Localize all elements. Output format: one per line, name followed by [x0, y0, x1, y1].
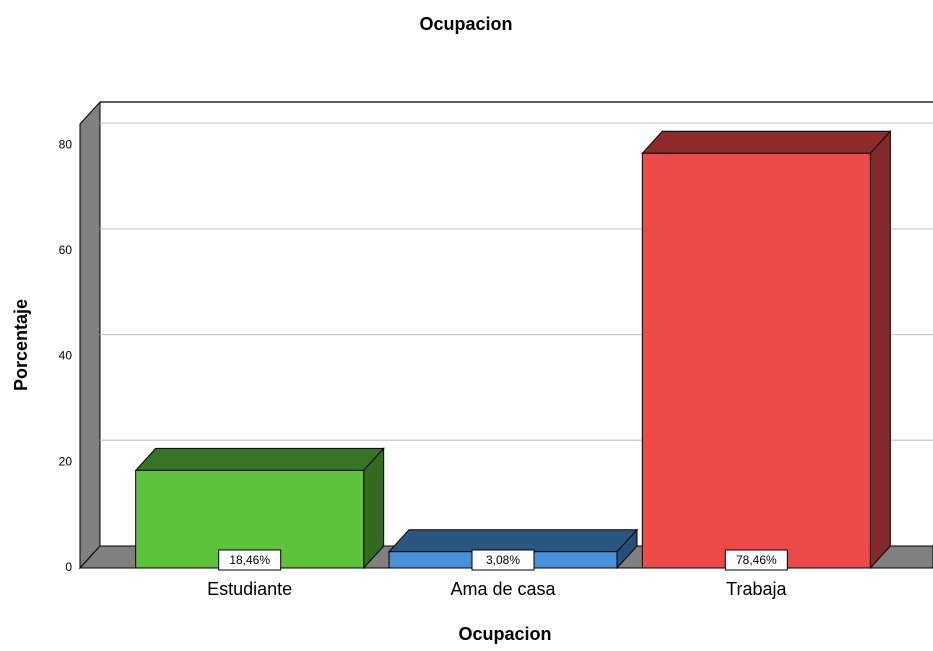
value-label-box [724, 549, 788, 571]
bar-top [134, 447, 385, 471]
value-label-box [218, 549, 282, 571]
left-wall [79, 100, 101, 570]
x-tick-label: Trabaja [726, 579, 787, 599]
value-label: 78,46% [736, 553, 777, 567]
x-tick-label: Estudiante [207, 579, 292, 599]
x-tick-label: Ama de casa [450, 579, 556, 599]
y-tick-label: 20 [59, 454, 73, 468]
y-tick-label: 40 [59, 349, 73, 363]
bar-side [869, 129, 891, 570]
bar-top [641, 130, 892, 154]
y-axis-title: Porcentaje [11, 299, 31, 391]
value-label: 18,46% [229, 553, 270, 567]
x-axis-title: Ocupacion [458, 624, 551, 644]
value-label: 3,08% [486, 553, 520, 567]
bar [641, 152, 871, 569]
value-label-box [471, 549, 535, 571]
y-tick-label: 0 [65, 560, 72, 574]
y-tick-label: 60 [59, 243, 73, 257]
chart-title: Ocupacion [419, 14, 512, 34]
bar-top [387, 529, 639, 553]
y-tick-label: 80 [59, 137, 73, 151]
